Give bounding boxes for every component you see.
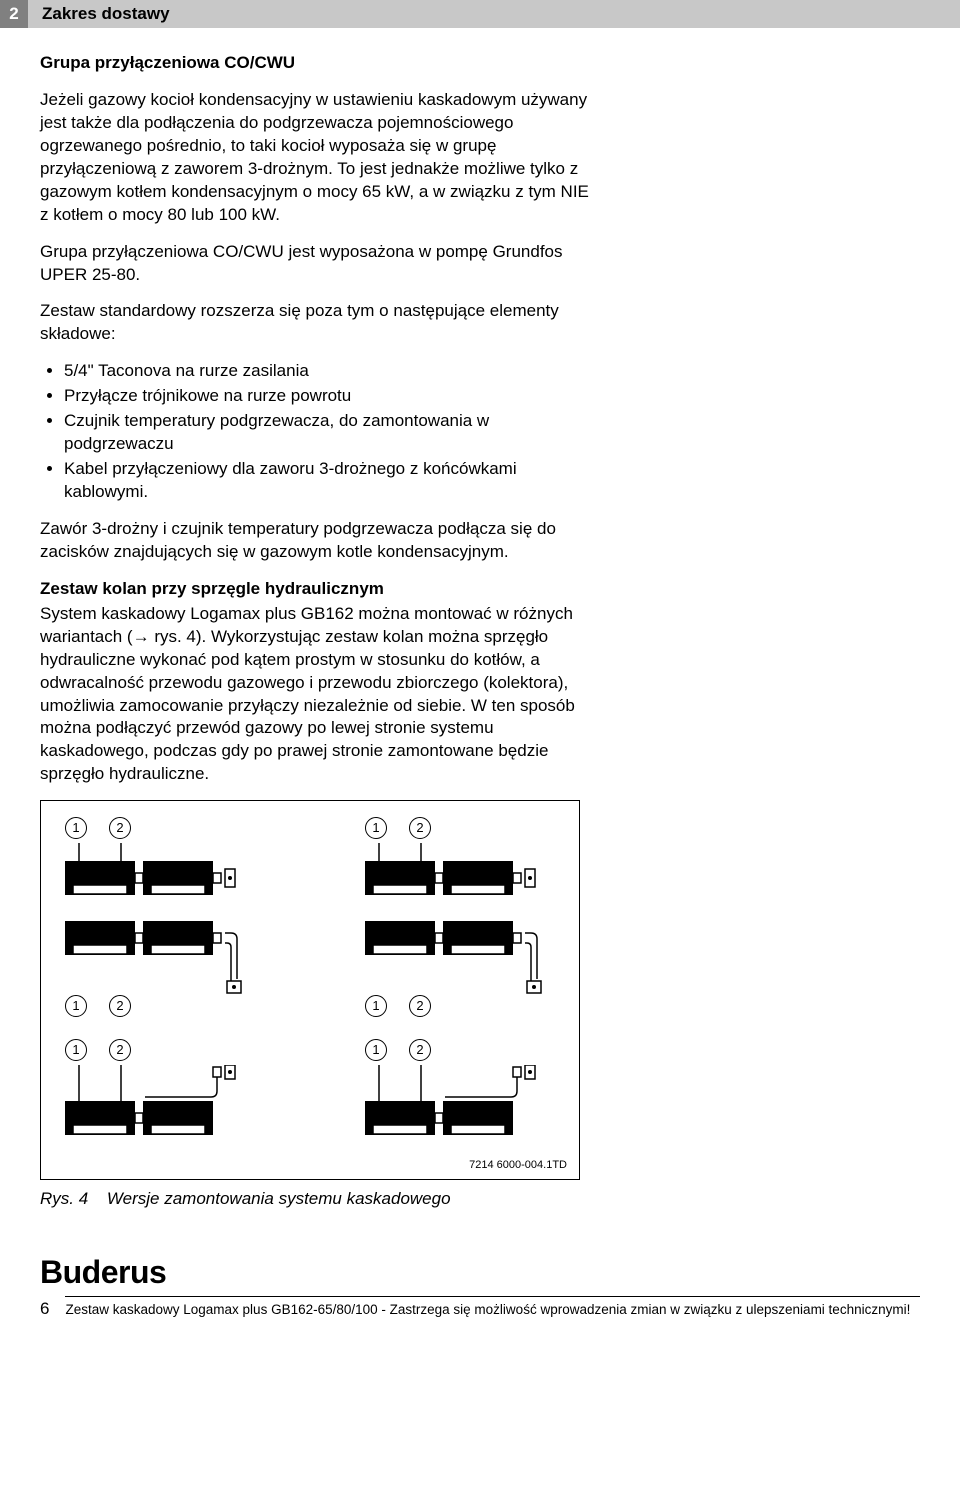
callout-circle-2: 2 bbox=[109, 817, 131, 839]
diagram-unit: 1 2 bbox=[365, 1039, 565, 1145]
page-number: 6 bbox=[40, 1298, 49, 1321]
callout-circle-1: 1 bbox=[65, 995, 87, 1017]
figure-label: Rys. 4 bbox=[40, 1189, 88, 1208]
boiler-pair-down-icon bbox=[65, 1065, 265, 1145]
callout-circle-1: 1 bbox=[365, 995, 387, 1017]
figure-caption-text: Wersje zamontowania systemu kaskadowego bbox=[107, 1189, 451, 1208]
boiler-pair-bent-icon bbox=[65, 921, 265, 1001]
list-item: Kabel przyłączeniowy dla zaworu 3-drożne… bbox=[64, 458, 600, 504]
diagram-unit: 1 2 bbox=[65, 921, 265, 1021]
diagram-unit: 1 2 bbox=[65, 817, 265, 903]
boiler-pair-bent-icon bbox=[365, 921, 565, 1001]
diagram-row: 1 2 1 bbox=[65, 1039, 555, 1145]
callout-circle-1: 1 bbox=[365, 817, 387, 839]
logo-area: Buderus bbox=[0, 1251, 960, 1294]
figure-box: 1 2 1 2 bbox=[40, 800, 580, 1180]
boiler-pair-icon bbox=[65, 843, 265, 903]
diagram-unit: 1 2 bbox=[365, 817, 565, 903]
boiler-pair-icon bbox=[365, 843, 565, 903]
bullet-list: 5/4" Taconova na rurze zasilania Przyłąc… bbox=[40, 360, 600, 504]
callout-circle-2: 2 bbox=[109, 1039, 131, 1061]
diagram-code: 7214 6000-004.1TD bbox=[469, 1158, 567, 1173]
heading-elbow-set: Zestaw kolan przy sprzęgle hydraulicznym bbox=[40, 578, 600, 601]
figure-caption: Rys. 4 Wersje zamontowania systemu kaska… bbox=[40, 1188, 920, 1211]
footer-text: Zestaw kaskadowy Logamax plus GB162-65/8… bbox=[65, 1296, 920, 1319]
diagram-row: 1 2 1 2 bbox=[65, 817, 555, 903]
section-header: 2 Zakres dostawy bbox=[0, 0, 960, 28]
section-title: Zakres dostawy bbox=[42, 3, 170, 26]
buderus-logo: Buderus bbox=[40, 1251, 920, 1294]
diagram-row: 1 2 1 2 bbox=[65, 921, 555, 1021]
callout-circle-1: 1 bbox=[65, 1039, 87, 1061]
paragraph-4: Zawór 3-drożny i czujnik temperatury pod… bbox=[40, 518, 600, 564]
list-item: Przyłącze trójnikowe na rurze powrotu bbox=[64, 385, 600, 408]
callout-circle-2: 2 bbox=[409, 1039, 431, 1061]
paragraph-3: Zestaw standardowy rozszerza się poza ty… bbox=[40, 300, 600, 346]
diagram-unit: 1 2 bbox=[365, 921, 565, 1021]
callout-circle-2: 2 bbox=[409, 817, 431, 839]
boiler-pair-down-icon bbox=[365, 1065, 565, 1145]
callout-circle-1: 1 bbox=[365, 1039, 387, 1061]
heading-group-cocwu: Grupa przyłączeniowa CO/CWU bbox=[40, 52, 600, 75]
callout-circle-2: 2 bbox=[109, 995, 131, 1017]
callout-circle-2: 2 bbox=[409, 995, 431, 1017]
page-footer: 6 Zestaw kaskadowy Logamax plus GB162-65… bbox=[0, 1296, 960, 1341]
paragraph-1: Jeżeli gazowy kocioł kondensacyjny w ust… bbox=[40, 89, 600, 227]
callout-circle-1: 1 bbox=[65, 817, 87, 839]
list-item: 5/4" Taconova na rurze zasilania bbox=[64, 360, 600, 383]
page-content: Grupa przyłączeniowa CO/CWU Jeżeli gazow… bbox=[0, 52, 960, 1211]
list-item: Czujnik temperatury podgrzewacza, do zam… bbox=[64, 410, 600, 456]
diagram-unit: 1 2 bbox=[65, 1039, 265, 1145]
paragraph-2: Grupa przyłączeniowa CO/CWU jest wyposaż… bbox=[40, 241, 600, 287]
paragraph-5: System kaskadowy Logamax plus GB162 możn… bbox=[40, 603, 600, 787]
section-number: 2 bbox=[0, 0, 28, 28]
